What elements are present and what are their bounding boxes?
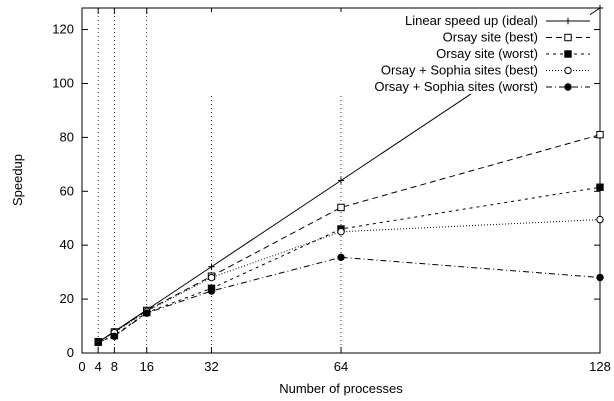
data-point	[143, 309, 151, 317]
data-point	[207, 273, 216, 282]
x-tick-label: 4	[95, 359, 102, 374]
data-point	[337, 203, 345, 212]
data-point	[596, 215, 604, 224]
legend-label: Orsay site (best)	[443, 30, 538, 45]
series-5	[94, 253, 604, 347]
y-tick-label: 0	[67, 345, 74, 360]
data-point	[564, 50, 572, 58]
series-3	[94, 183, 604, 346]
data-point	[94, 338, 102, 347]
y-tick-label: 100	[52, 75, 74, 90]
data-point	[207, 287, 216, 295]
legend-background	[150, 12, 590, 94]
x-tick-label: 8	[111, 359, 118, 374]
data-point	[337, 228, 345, 236]
y-tick-label: 40	[60, 237, 74, 252]
data-point	[596, 130, 604, 139]
y-tick-label: 60	[60, 183, 74, 198]
series-4	[94, 215, 604, 346]
x-tick-label: 16	[140, 359, 154, 374]
y-tick-label: 120	[52, 22, 74, 37]
x-tick-label: 0	[78, 359, 85, 374]
series-line	[97, 219, 601, 343]
legend-label: Linear speed up (ideal)	[405, 13, 538, 28]
legend-label: Orsay + Sophia sites (best)	[381, 63, 538, 78]
x-tick-label: 128	[589, 359, 611, 374]
data-point	[564, 33, 572, 42]
series-2	[94, 130, 604, 346]
x-tick-label: 32	[204, 359, 218, 374]
data-point	[596, 183, 604, 191]
data-point	[596, 273, 604, 282]
legend: Linear speed up (ideal) Orsay site (best)…	[150, 12, 590, 94]
data-point	[564, 66, 572, 75]
legend-label: Orsay site (worst)	[436, 46, 538, 61]
series-line	[97, 186, 601, 343]
x-axis-title: Number of processes	[279, 381, 403, 396]
y-tick-label: 80	[60, 129, 74, 144]
series-line	[98, 256, 601, 343]
y-axis-title: Speedup	[10, 154, 25, 206]
y-tick-label: 20	[60, 291, 74, 306]
series-lines	[94, 4, 604, 347]
data-point	[564, 83, 572, 91]
data-point	[110, 332, 119, 340]
data-point	[337, 253, 345, 262]
legend-label: Orsay + Sophia sites (worst)	[374, 79, 538, 94]
x-tick-label: 64	[334, 359, 348, 374]
series-line	[97, 134, 601, 343]
